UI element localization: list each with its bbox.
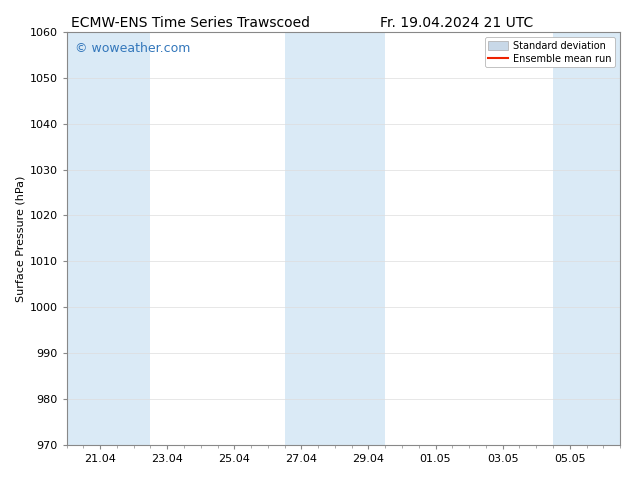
Text: ECMW-ENS Time Series Trawscoed: ECMW-ENS Time Series Trawscoed	[71, 16, 309, 30]
Bar	[67, 32, 150, 445]
Text: © woweather.com: © woweather.com	[75, 42, 190, 55]
Legend: Standard deviation, Ensemble mean run: Standard deviation, Ensemble mean run	[484, 37, 615, 68]
Text: Fr. 19.04.2024 21 UTC: Fr. 19.04.2024 21 UTC	[380, 16, 533, 30]
Bar	[285, 32, 385, 445]
Y-axis label: Surface Pressure (hPa): Surface Pressure (hPa)	[15, 175, 25, 301]
Bar	[553, 32, 620, 445]
